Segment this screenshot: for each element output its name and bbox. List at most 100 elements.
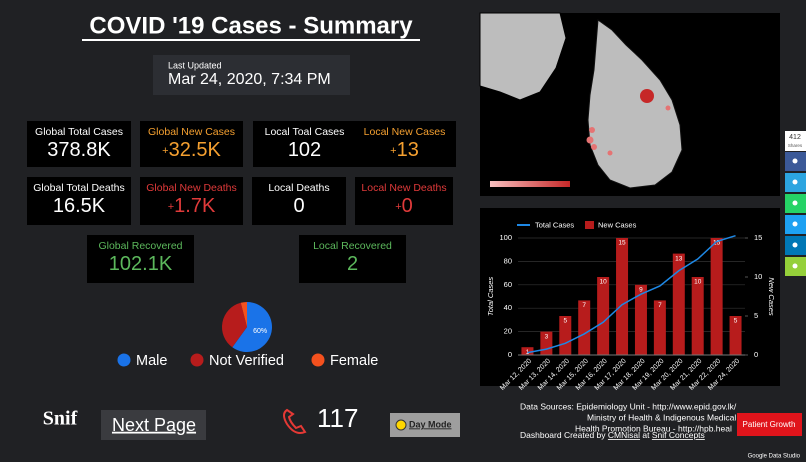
share-count: 412 <box>789 134 801 141</box>
map-island <box>587 19 683 189</box>
bar <box>597 277 610 355</box>
stat-card <box>355 177 453 225</box>
legend-label: Male <box>136 353 167 369</box>
next-page[interactable]: Next Page <box>112 415 196 435</box>
stat-label: Global Recovered <box>98 240 182 252</box>
legend-label: New Cases <box>598 220 637 229</box>
stat-label: Local Toal Cases <box>265 126 345 138</box>
bar-label: 5 <box>734 318 738 325</box>
bar <box>729 316 742 355</box>
y2-axis-title: New Cases <box>767 277 776 316</box>
stat-label: Global New Cases <box>148 126 235 138</box>
bar-label: 7 <box>658 302 662 309</box>
legend-label: Not Verified <box>209 353 284 369</box>
stat-card <box>252 177 346 225</box>
stat-label: Local New Deaths <box>361 182 446 194</box>
legend-swatch <box>117 353 131 367</box>
stat-number: 13 <box>397 139 419 161</box>
y-tick-label: 100 <box>499 233 512 242</box>
pie-slice <box>240 302 247 327</box>
map-land <box>479 12 567 101</box>
stat-value: 16.5K <box>53 195 106 217</box>
stat-label: Local Deaths <box>268 182 329 194</box>
next-page-button[interactable] <box>101 410 206 440</box>
title: COVID '19 Cases - Summary <box>89 12 413 39</box>
last-updated: Mar 24, 2020, 7:34 PM <box>168 71 331 88</box>
bar-label: 9 <box>639 287 643 294</box>
stat-number: 16.5K <box>53 195 106 217</box>
stat-label: Local Recovered <box>313 240 392 252</box>
phone-icon <box>283 408 307 434</box>
stat-card <box>253 121 356 167</box>
stat-value: +32.5K <box>162 139 221 161</box>
stat-number: 102 <box>288 139 321 161</box>
source: Data Sources: Epidemiology Unit - http:/… <box>520 401 737 411</box>
y2-tick-label: 15 <box>754 233 762 242</box>
stat-sign: + <box>390 145 396 157</box>
credits: Dashboard Created by CMNisal at Snif Con… <box>520 430 705 440</box>
day-mode[interactable]: Day Mode <box>409 419 452 429</box>
stat-card <box>87 235 194 283</box>
stat-value: +1.7K <box>168 195 216 217</box>
bar <box>559 316 572 355</box>
y-tick-label: 40 <box>504 303 512 312</box>
legend-label: Total Cases <box>535 220 574 229</box>
stat-card <box>140 121 243 167</box>
source: Health Promotion Bureau - http://hpb.hea… <box>575 423 732 433</box>
stat-number: 2 <box>347 253 358 275</box>
pie-slice <box>221 302 247 348</box>
stat-label: Global Total Cases <box>35 126 123 138</box>
studio: Google Data Studio <box>748 454 801 460</box>
y-tick-label: 60 <box>504 280 512 289</box>
hotline: 117 <box>317 403 358 433</box>
stat-card <box>27 177 131 225</box>
y-axis-title: Total Cases <box>486 277 495 317</box>
bar-label: 10 <box>600 279 608 286</box>
bar-label: 3 <box>545 333 549 340</box>
bar-label: 10 <box>694 279 702 286</box>
stat-card <box>353 121 456 167</box>
bar-label: 7 <box>582 302 586 309</box>
patient-growth-button[interactable] <box>737 413 802 436</box>
legend-swatch <box>311 353 325 367</box>
bar <box>653 300 666 355</box>
stat-card <box>140 177 243 225</box>
pie-slice <box>232 302 272 352</box>
line <box>527 234 736 354</box>
day-mode-icon <box>395 419 407 431</box>
stat-value: +0 <box>395 195 413 217</box>
stat-card <box>299 235 406 283</box>
y-tick-label: 80 <box>504 256 512 265</box>
bar-label: 13 <box>675 255 683 262</box>
stat-label: Local New Cases <box>364 126 446 138</box>
bar <box>691 277 704 355</box>
stat-number: 0 <box>402 195 413 217</box>
stat-value: 2 <box>347 253 358 275</box>
stat-sign: + <box>168 201 174 213</box>
map-dot <box>591 144 597 150</box>
map-dot <box>589 127 595 133</box>
stat-value: 0 <box>293 195 304 217</box>
map-dot <box>607 150 613 156</box>
share-icons <box>792 158 798 269</box>
bar <box>672 253 685 355</box>
share-count-box <box>785 131 806 151</box>
pie-label: 60% <box>253 328 267 335</box>
patient-growth[interactable]: Patient Growth <box>743 420 796 429</box>
stat-card <box>27 121 131 167</box>
map-legend <box>490 181 570 187</box>
last-updated-box <box>153 55 350 95</box>
stat-number: 378.8K <box>47 139 111 161</box>
stat-value: 102.1K <box>109 253 173 275</box>
bar <box>710 238 723 355</box>
stat-sign: + <box>162 145 168 157</box>
bar-label: 15 <box>713 240 721 247</box>
share-label: Shares <box>788 143 803 148</box>
bar <box>578 300 591 355</box>
bar <box>634 284 647 355</box>
map-dot <box>665 105 671 111</box>
stat-number: 102.1K <box>109 253 173 275</box>
source: Ministry of Health & Indigenous Medical … <box>587 412 749 422</box>
y2-tick-label: 5 <box>754 311 758 320</box>
